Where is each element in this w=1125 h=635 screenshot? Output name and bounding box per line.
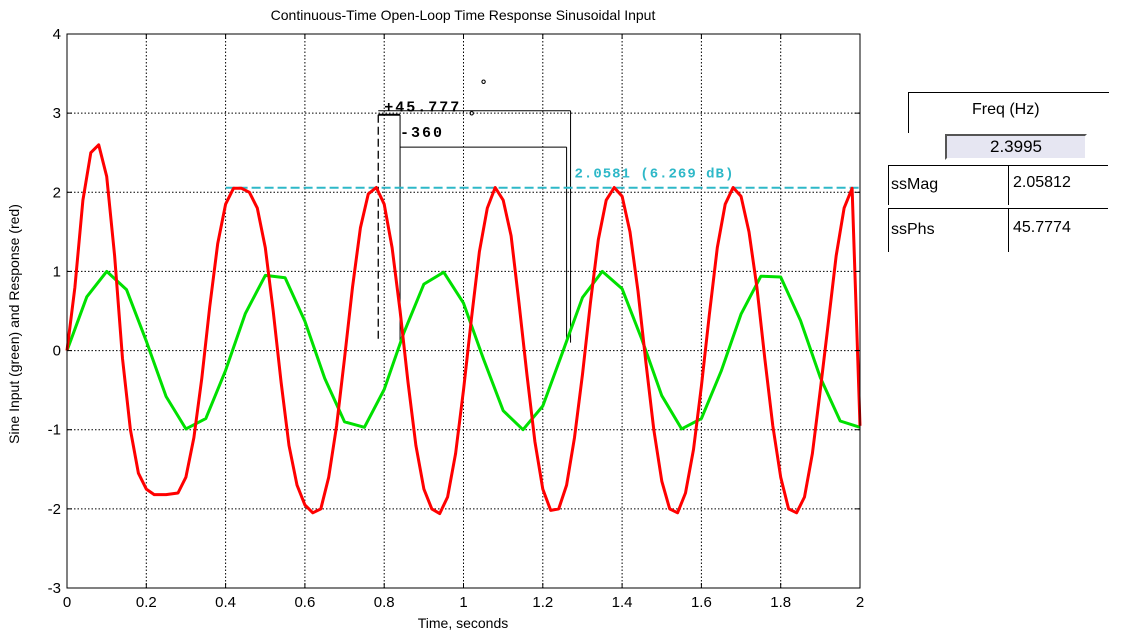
annotations: +45.777 -360 °°	[384, 78, 489, 142]
series-lines	[65, 143, 862, 516]
x-tick-label: 0.2	[136, 594, 157, 611]
x-tick-label: 1.2	[532, 594, 553, 611]
x-tick-label: 0.8	[374, 594, 395, 611]
y-tick-label: -2	[48, 501, 61, 518]
annotation-text: -360	[400, 125, 444, 142]
y-tick-label: 2	[53, 184, 61, 201]
y-tick-label: 0	[53, 343, 61, 360]
y-tick-label: -1	[48, 422, 61, 439]
x-tick-label: 0.6	[294, 594, 315, 611]
x-tick-label: 1	[459, 594, 467, 611]
y-tick-label: 4	[53, 26, 61, 43]
axis-ticks: 0 0.2 0.4 0.6 0.8 1 1.2 1.4 1.6 1.8 2 -3 -2 -1 0 1 2 3 4	[48, 26, 865, 611]
chart-title: Continuous-Time Open-Loop Time Response …	[271, 7, 656, 23]
response-line	[65, 143, 862, 516]
magnitude-line: 2.0581 (6.269 dB)	[225, 167, 860, 189]
annotation-text: °	[467, 110, 477, 126]
y-axis-label: Sine Input (green) and Response (red)	[6, 204, 22, 444]
x-tick-label: 0	[63, 594, 71, 611]
x-axis-label: Time, seconds	[418, 615, 509, 631]
sine-input-line	[65, 269, 861, 432]
phase-marker-lines	[377, 110, 572, 343]
x-tick-label: 1.4	[612, 594, 633, 611]
y-tick-label: 3	[53, 105, 61, 122]
x-tick-label: 1.6	[691, 594, 712, 611]
freq-frame	[908, 92, 1109, 133]
response-chart: Continuous-Time Open-Loop Time Response …	[6, 7, 865, 631]
ssmag-value: 2.05812	[1008, 165, 1108, 205]
y-tick-label: 1	[53, 263, 61, 280]
x-tick-label: 1.8	[770, 594, 791, 611]
freq-input[interactable]: 2.3995	[945, 134, 1087, 160]
x-tick-label: 0.4	[215, 594, 236, 611]
ssphs-value: 45.7774	[1008, 208, 1108, 252]
annotation-text: °	[479, 78, 489, 94]
ssphs-label: ssPhs	[888, 208, 1008, 252]
freq-label: Freq (Hz)	[972, 101, 1040, 118]
magnitude-label: 2.0581 (6.269 dB)	[575, 167, 735, 183]
x-tick-label: 2	[856, 594, 864, 611]
y-tick-label: -3	[48, 580, 61, 597]
annotation-text: +45.777	[384, 100, 461, 117]
ssmag-label: ssMag	[888, 165, 1008, 205]
